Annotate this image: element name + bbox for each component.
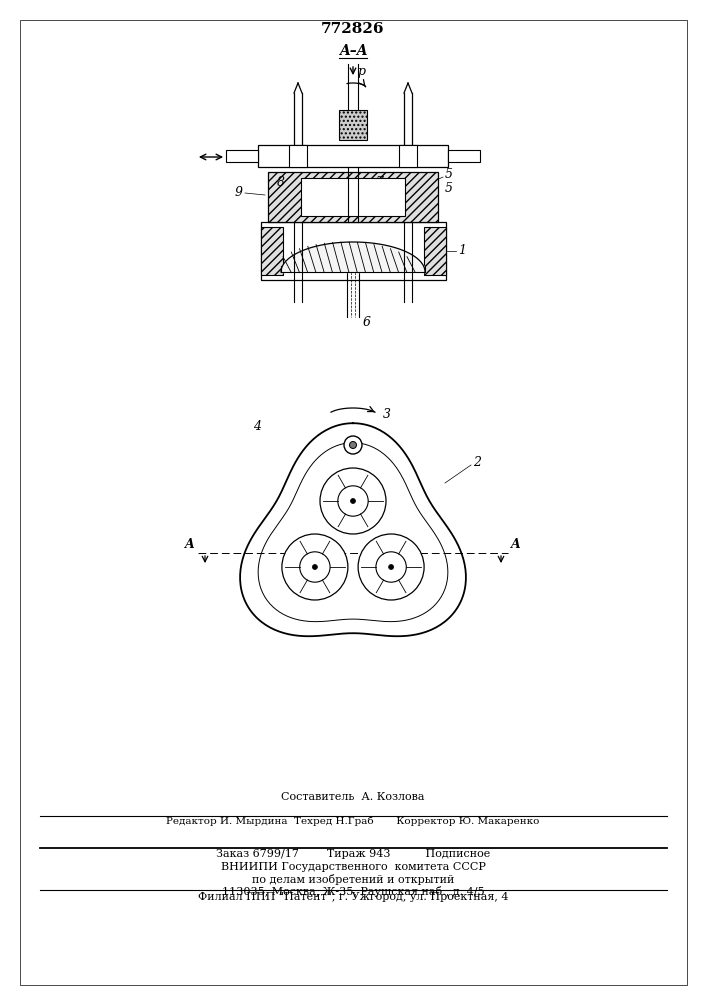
- Bar: [258, 145, 448, 167]
- Text: 5: 5: [445, 168, 453, 182]
- Circle shape: [358, 534, 424, 600]
- Circle shape: [351, 498, 356, 504]
- Circle shape: [300, 552, 330, 582]
- Bar: [399, 145, 417, 167]
- Bar: [448, 150, 480, 162]
- Bar: [424, 227, 446, 275]
- Polygon shape: [240, 423, 466, 636]
- Text: A: A: [185, 538, 195, 551]
- Text: 4: 4: [253, 420, 261, 434]
- Circle shape: [320, 468, 386, 534]
- Text: A: A: [511, 538, 521, 551]
- Text: Редактор И. Мырдина  Техред Н.Граб       Корректор Ю. Макаренко: Редактор И. Мырдина Техред Н.Граб Коррек…: [166, 816, 539, 826]
- Text: 5: 5: [445, 182, 453, 196]
- Text: 6: 6: [363, 316, 371, 328]
- Circle shape: [349, 442, 356, 448]
- Text: 2: 2: [473, 456, 481, 470]
- Bar: [268, 172, 438, 222]
- Bar: [289, 145, 307, 167]
- Bar: [261, 222, 446, 280]
- Circle shape: [389, 564, 394, 570]
- Text: 1: 1: [458, 244, 466, 257]
- Bar: [339, 110, 367, 140]
- Text: 3: 3: [383, 408, 391, 420]
- Text: 772826: 772826: [321, 22, 385, 36]
- Circle shape: [338, 486, 368, 516]
- Text: 8: 8: [277, 176, 285, 190]
- Circle shape: [312, 564, 317, 570]
- Circle shape: [282, 534, 348, 600]
- Bar: [261, 227, 283, 275]
- Text: Заказ 6799/17        Тираж 943          Подписное: Заказ 6799/17 Тираж 943 Подписное: [216, 849, 490, 859]
- Text: A–A: A–A: [339, 44, 367, 58]
- Text: ВНИИПИ Государственного  комитета СССР: ВНИИПИ Государственного комитета СССР: [221, 862, 486, 872]
- Text: 7: 7: [375, 176, 383, 190]
- Text: Филиал ППП "Патент", г. Ужгород, ул. Проектная, 4: Филиал ППП "Патент", г. Ужгород, ул. Про…: [198, 892, 508, 902]
- Text: 113035, Москва, Ж-35, Раушская наб., д. 4/5: 113035, Москва, Ж-35, Раушская наб., д. …: [222, 886, 484, 897]
- Text: Составитель  А. Козлова: Составитель А. Козлова: [281, 792, 425, 802]
- Text: 9: 9: [235, 186, 243, 200]
- Bar: [301, 178, 405, 216]
- Circle shape: [376, 552, 407, 582]
- Text: по делам изобретений и открытий: по делам изобретений и открытий: [252, 874, 454, 885]
- Text: p: p: [357, 65, 365, 78]
- Bar: [226, 150, 258, 162]
- Circle shape: [344, 436, 362, 454]
